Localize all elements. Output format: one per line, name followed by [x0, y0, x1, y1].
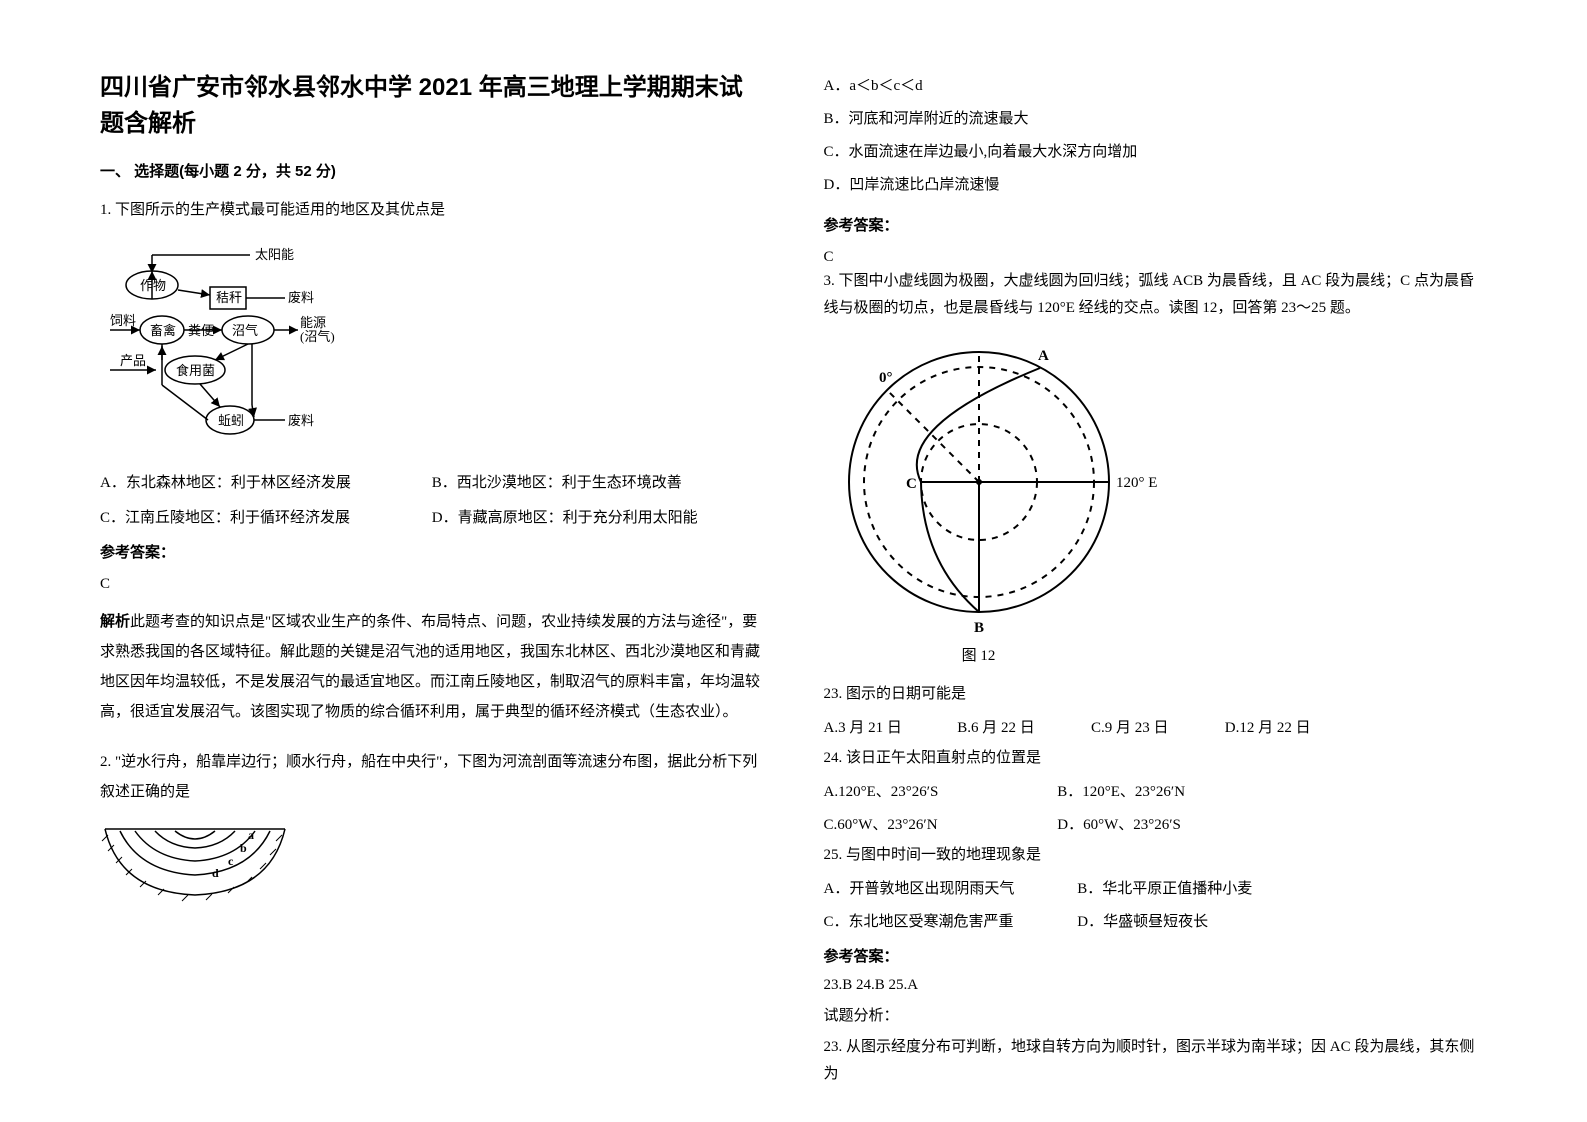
- label-waste: 废料: [288, 290, 314, 305]
- q3-analysis-label: 试题分析：: [824, 1003, 1488, 1030]
- label-b: b: [240, 841, 247, 855]
- q3-figure: 0° A C B 120° E 图 12: [824, 332, 1488, 665]
- q1-opt-d: D．青藏高原地区：利于充分利用太阳能: [432, 506, 764, 527]
- q24-c: C.60°W、23°26′N: [824, 809, 1054, 842]
- label-zero: 0°: [879, 370, 893, 386]
- q1-opt-c: C．江南丘陵地区：利于循环经济发展: [100, 506, 432, 527]
- q1-options: A．东北森林地区：利于林区经济发展 B．西北沙漠地区：利于生态环境改善 C．江南…: [100, 471, 764, 527]
- q3-fig-caption: 图 12: [824, 644, 1134, 665]
- q24-options-ab: A.120°E、23°26′S B．120°E、23°26′N: [824, 776, 1488, 809]
- label-a: a: [248, 828, 254, 842]
- q23-a: A.3 月 21 日: [824, 712, 954, 745]
- q24-b: B．120°E、23°26′N: [1057, 776, 1185, 809]
- q25-a: A．开普敦地区出现阴雨天气: [824, 873, 1074, 906]
- label-product: 产品: [120, 353, 146, 368]
- q24-d: D．60°W、23°26′S: [1057, 809, 1181, 842]
- q1-answer: C: [100, 576, 764, 593]
- label-energy-top: 能源: [300, 315, 326, 330]
- q2-opt-c: C．水面流速在岸边最小,向着最大水深方向增加: [824, 136, 1488, 169]
- q24-stem: 24. 该日正午太阳直射点的位置是: [824, 745, 1488, 772]
- q2-opt-d: D．凹岸流速比凸岸流速慢: [824, 169, 1488, 202]
- q1-analysis: 解析此题考查的知识点是"区域农业生产的条件、布局特点、问题，农业持续发展的方法与…: [100, 607, 764, 727]
- q1-analysis-lead: 解析: [100, 613, 130, 630]
- q2-opt-b: B．河底和河岸附近的流速最大: [824, 103, 1488, 136]
- label-C: C: [906, 476, 917, 492]
- q1-figure: 太阳能 作物 秸秆 废料 饲料 畜禽: [100, 235, 764, 455]
- q23-d: D.12 月 22 日: [1225, 712, 1311, 745]
- label-A: A: [1038, 348, 1049, 364]
- q2-stem: 2. "逆水行舟，船靠岸边行；顺水行舟，船在中央行"，下图为河流剖面等流速分布图…: [100, 747, 764, 807]
- q25-stem: 25. 与图中时间一致的地理现象是: [824, 842, 1488, 869]
- q2-options: A．a＜b＜c＜d B．河底和河岸附近的流速最大 C．水面流速在岸边最小,向着最…: [824, 70, 1488, 202]
- q1-analysis-body: 此题考查的知识点是"区域农业生产的条件、布局特点、问题，农业持续发展的方法与途径…: [100, 614, 760, 720]
- label-B: B: [974, 620, 984, 636]
- q25-options-ab: A．开普敦地区出现阴雨天气 B．华北平原正值播种小麦: [824, 873, 1488, 906]
- label-poultry: 畜禽: [150, 323, 176, 338]
- q2-figure: a b c d: [100, 817, 764, 902]
- q3-answers: 23.B 24.B 25.A: [824, 972, 1488, 999]
- q2-answer-label: 参考答案：: [824, 214, 1488, 235]
- q23-options: A.3 月 21 日 B.6 月 22 日 C.9 月 23 日 D.12 月 …: [824, 712, 1488, 745]
- q23-b: B.6 月 22 日: [957, 712, 1087, 745]
- left-column: 四川省广安市邻水县邻水中学 2021 年高三地理上学期期末试题含解析 一、 选择…: [100, 70, 764, 1092]
- label-lon: 120° E: [1116, 475, 1157, 491]
- q25-b: B．华北平原正值播种小麦: [1077, 873, 1252, 906]
- q2-opt-a: A．a＜b＜c＜d: [824, 70, 1488, 103]
- q1-opt-b: B．西北沙漠地区：利于生态环境改善: [432, 471, 764, 492]
- label-d: d: [212, 866, 219, 880]
- q24-options-cd: C.60°W、23°26′N D．60°W、23°26′S: [824, 809, 1488, 842]
- q3-stem: 3. 下图中小虚线圆为极圈，大虚线圆为回归线；弧线 ACB 为晨昏线，且 AC …: [824, 268, 1488, 322]
- q2-answer: C: [824, 249, 1488, 266]
- q3-analysis-23: 23. 从图示经度分布可判断，地球自转方向为顺时针，图示半球为南半球；因 AC …: [824, 1034, 1488, 1088]
- section-1-header: 一、 选择题(每小题 2 分，共 52 分): [100, 160, 764, 181]
- q1-opt-a: A．东北森林地区：利于林区经济发展: [100, 471, 432, 492]
- q1-stem: 1. 下图所示的生产模式最可能适用的地区及其优点是: [100, 195, 764, 225]
- label-biogas: 沼气: [232, 323, 258, 338]
- q25-c: C．东北地区受寒潮危害严重: [824, 906, 1074, 939]
- label-sun: 太阳能: [255, 247, 294, 262]
- right-column: A．a＜b＜c＜d B．河底和河岸附近的流速最大 C．水面流速在岸边最小,向着最…: [824, 70, 1488, 1092]
- q23-c: C.9 月 23 日: [1091, 712, 1221, 745]
- label-worm: 蚯蚓: [218, 413, 244, 428]
- label-feed2: 废料: [288, 413, 314, 428]
- label-straw: 秸秆: [216, 290, 242, 305]
- q24-a: A.120°E、23°26′S: [824, 776, 1054, 809]
- label-crop: 作物: [140, 278, 166, 293]
- label-energy-bot: (沼气): [300, 329, 335, 344]
- q25-options-cd: C．东北地区受寒潮危害严重 D．华盛顿昼短夜长: [824, 906, 1488, 939]
- doc-title: 四川省广安市邻水县邻水中学 2021 年高三地理上学期期末试题含解析: [100, 70, 764, 142]
- label-mushroom: 食用菌: [176, 363, 215, 378]
- q3-answer-label: 参考答案：: [824, 945, 1488, 966]
- q1-answer-label: 参考答案：: [100, 541, 764, 562]
- label-c: c: [228, 854, 234, 868]
- q25-d: D．华盛顿昼短夜长: [1077, 906, 1208, 939]
- q23-stem: 23. 图示的日期可能是: [824, 681, 1488, 708]
- label-feed: 饲料: [110, 313, 136, 328]
